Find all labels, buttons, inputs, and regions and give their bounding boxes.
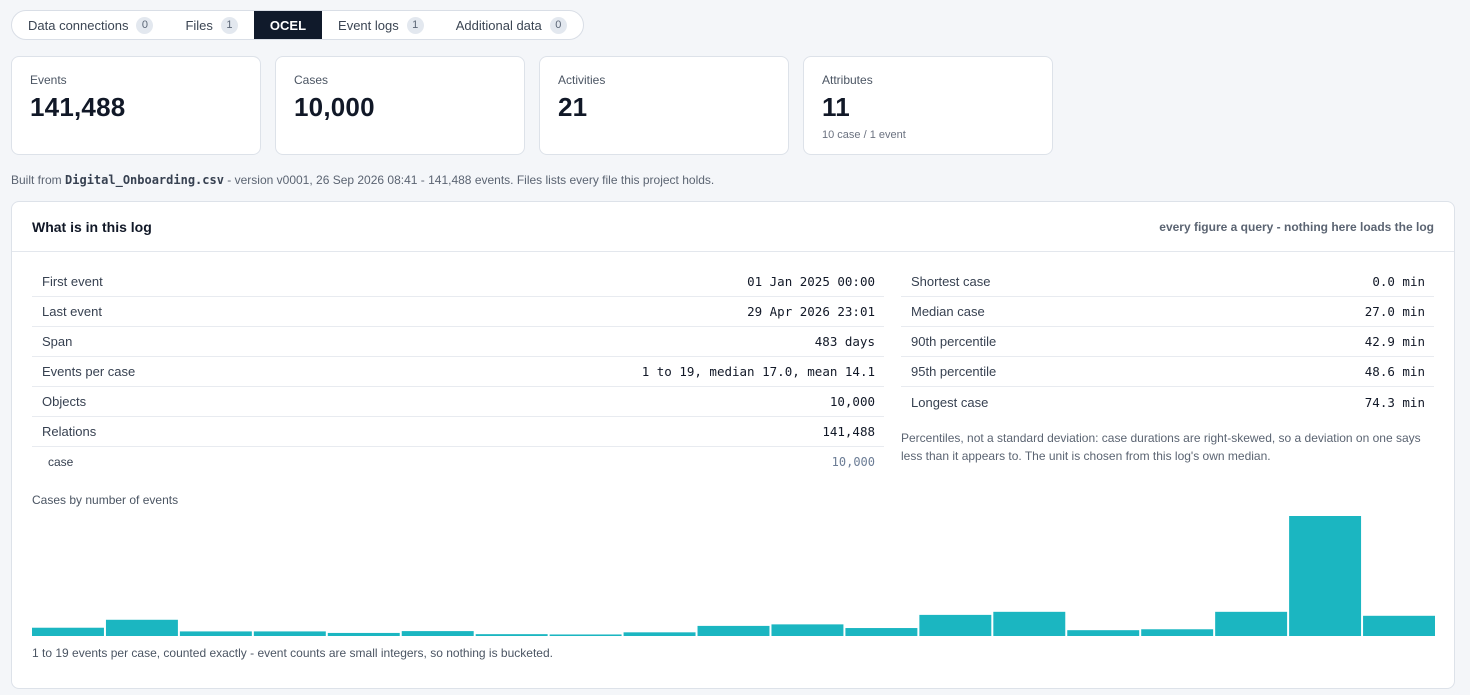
panel-note: every figure a query - nothing here load…	[1159, 219, 1434, 234]
stat-row: Longest case 74.3 min	[901, 387, 1434, 417]
stat-row: First event 01 Jan 2025 00:00	[32, 267, 884, 297]
stat-row-value: 27.0 min	[1364, 304, 1425, 319]
histogram-chart	[32, 512, 1435, 636]
stat-label: Events	[30, 73, 67, 87]
stat-row-label: Last event	[42, 304, 102, 319]
stat-row: Objects 10,000	[32, 387, 884, 417]
histogram-note: 1 to 19 events per case, counted exactly…	[32, 646, 553, 660]
stat-row: Last event 29 Apr 2026 23:01	[32, 297, 884, 327]
stat-row-label: 95th percentile	[911, 364, 997, 379]
histogram-bar-12	[845, 628, 918, 636]
stat-value: 11	[822, 92, 850, 122]
stat-row: Median case 27.0 min	[901, 297, 1434, 327]
tab-count-badge: 1	[406, 16, 424, 34]
stat-row-label: Span	[42, 334, 73, 349]
stat-row: case 10,000	[32, 447, 884, 477]
log-stats-table: First event 01 Jan 2025 00:00 Last event 29…	[32, 267, 884, 477]
stat-row-value: 0.0 min	[1372, 274, 1425, 289]
stat-row: Relations 141,488	[32, 417, 884, 447]
stat-row-value: 483 days	[814, 334, 875, 349]
stat-card-attributes: Attributes 11 10 case / 1 event	[803, 56, 1053, 155]
stat-row-value: 01 Jan 2025 00:00	[747, 274, 875, 289]
histogram-bar-3	[179, 631, 252, 636]
histogram-bar-6	[401, 631, 474, 636]
histogram-bar-8	[549, 634, 622, 636]
stat-value: 10,000	[294, 92, 375, 122]
stat-row-value: 48.6 min	[1364, 364, 1425, 379]
panel-title: What is in this log	[32, 218, 152, 235]
stat-sub: 10 case / 1 event	[822, 129, 906, 141]
tab-files[interactable]: Files 1	[169, 11, 253, 39]
histogram-bar-1	[32, 627, 104, 636]
histogram-bar-19	[1363, 615, 1435, 636]
stat-card-activities: Activities 21	[539, 56, 789, 155]
histogram-bar-13	[919, 614, 992, 636]
stat-value: 141,488	[30, 92, 126, 122]
tab-bar: Data connections 0 Files 1 OCEL Event logs 1 Ad…	[11, 10, 584, 40]
stat-row-value: 10,000	[829, 394, 875, 409]
stat-row: 95th percentile 48.6 min	[901, 357, 1434, 387]
stat-label: Activities	[558, 73, 606, 87]
stat-row-value: 141,488	[822, 424, 875, 439]
histogram-bar-18	[1289, 516, 1362, 636]
tab-label: OCEL	[269, 17, 307, 33]
stat-row-value: 42.9 min	[1364, 334, 1425, 349]
stat-card-events: Events 141,488	[11, 56, 261, 155]
tab-label: Event logs	[338, 17, 399, 33]
histogram-bar-9	[623, 632, 696, 636]
stat-card-cases: Cases 10,000	[275, 56, 525, 155]
histogram-bar-11	[771, 624, 844, 636]
histogram-svg	[32, 516, 1435, 636]
histogram-bar-10	[697, 625, 770, 636]
stat-row-label: case	[48, 455, 74, 469]
stat-row: Span 483 days	[32, 327, 884, 357]
histogram-bar-5	[327, 632, 400, 636]
stat-row-label: Objects	[42, 394, 87, 409]
stat-label: Attributes	[822, 73, 873, 87]
histogram-bar-7	[475, 634, 548, 636]
stat-row: Shortest case 0.0 min	[901, 267, 1434, 297]
stat-row-label: Shortest case	[911, 274, 991, 289]
stat-row: Events per case 1 to 19, median 17.0, mea…	[32, 357, 884, 387]
stat-row-label: 90th percentile	[911, 334, 997, 349]
tab-event-logs[interactable]: Event logs 1	[322, 11, 440, 39]
stat-row-value: 10,000	[831, 455, 875, 469]
duration-stats-table: Shortest case 0.0 min Median case 27.0 min 9…	[901, 267, 1434, 417]
histogram-bar-17	[1215, 611, 1288, 636]
source-file-name: Digital_Onboarding.csv	[65, 173, 224, 187]
built-from-prefix: Built from	[11, 173, 66, 187]
stat-row-label: Median case	[911, 304, 985, 319]
built-from-suffix: - version v0001, 26 Sep 2026 08:41 - 141…	[223, 173, 715, 187]
histogram-bar-2	[105, 619, 178, 636]
tab-label: Data connections	[28, 17, 129, 33]
stat-row-label: Events per case	[42, 364, 136, 379]
tab-count-badge: 1	[220, 16, 238, 34]
stat-value: 21	[558, 92, 588, 122]
tab-additional-data[interactable]: Additional data 0	[440, 11, 583, 39]
log-summary-panel: What is in this log every figure a query…	[11, 201, 1455, 689]
histogram-bar-16	[1141, 629, 1214, 636]
tab-data-connections[interactable]: Data connections 0	[12, 11, 169, 39]
tab-ocel[interactable]: OCEL	[253, 11, 323, 39]
tab-count-badge: 0	[136, 16, 154, 34]
histogram-bar-4	[253, 631, 326, 636]
stat-row-value: 29 Apr 2026 23:01	[747, 304, 875, 319]
stat-row-value: 1 to 19, median 17.0, mean 14.1	[641, 364, 875, 379]
histogram-bar-14	[993, 611, 1066, 636]
percentile-note: Percentiles, not a standard deviation: c…	[901, 431, 1421, 463]
stat-label: Cases	[294, 73, 329, 87]
tab-count-badge: 0	[549, 16, 567, 34]
built-from-line: Built from Digital_Onboarding.csv - vers…	[11, 173, 714, 187]
histogram-bar-15	[1067, 630, 1140, 636]
tab-label: Files	[185, 17, 213, 33]
stat-row-label: Relations	[42, 424, 97, 439]
panel-header: What is in this log every figure a query…	[12, 202, 1454, 252]
stat-row-label: Longest case	[911, 394, 989, 410]
tab-label: Additional data	[455, 17, 542, 33]
stat-row: 90th percentile 42.9 min	[901, 327, 1434, 357]
stat-row-value: 74.3 min	[1364, 394, 1425, 410]
histogram-title: Cases by number of events	[32, 493, 179, 507]
stat-row-label: First event	[42, 274, 103, 289]
